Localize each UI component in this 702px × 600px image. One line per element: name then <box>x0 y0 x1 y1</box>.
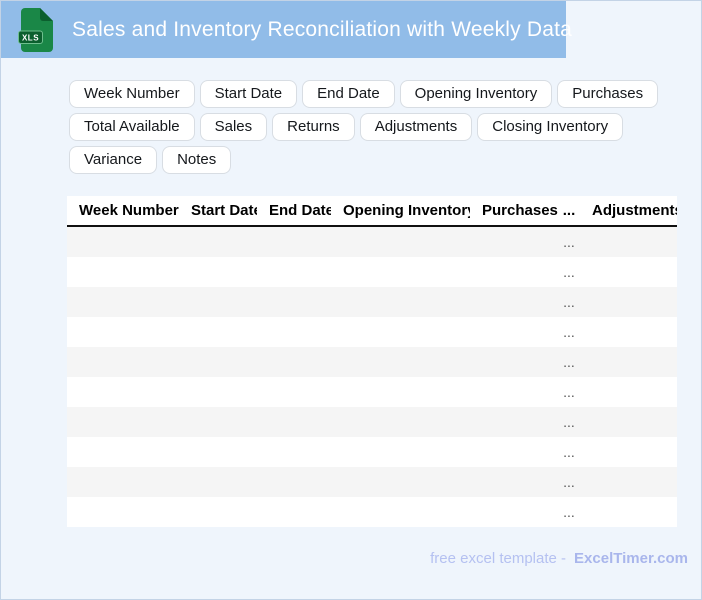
ellipsis-cell: ... <box>563 414 575 430</box>
table-header-row: Week Number Start Date End Date Opening … <box>67 196 677 226</box>
table-row: ... <box>67 377 677 407</box>
table-row: ... <box>67 317 677 347</box>
table-row: ... <box>67 226 677 257</box>
column-header-opening-inventory: Opening Inventory <box>343 202 470 219</box>
xls-badge-label: XLS <box>22 33 39 42</box>
chip-total-available: Total Available <box>69 113 195 141</box>
page-title: Sales and Inventory Reconciliation with … <box>72 17 573 41</box>
table-row: ... <box>67 467 677 497</box>
column-header-end-date: End Date <box>269 202 331 219</box>
table-row: ... <box>67 407 677 437</box>
chip-sales: Sales <box>199 113 268 141</box>
ellipsis-cell: ... <box>563 504 575 520</box>
table-row: ... <box>67 497 677 527</box>
footer-brand-link[interactable]: ExcelTimer.com <box>574 550 688 567</box>
column-header-week-number: Week Number <box>79 202 179 219</box>
ellipsis-cell: ... <box>563 294 575 310</box>
xls-file-icon: XLS <box>18 7 53 52</box>
column-header-adjustments: Adjustments <box>592 202 677 219</box>
column-chips: Week Number Start Date End Date Opening … <box>69 80 669 174</box>
column-header-purchases: Purchases <box>482 202 558 219</box>
table-row: ... <box>67 347 677 377</box>
chip-purchases: Purchases <box>557 80 659 108</box>
ellipsis-cell: ... <box>563 264 575 280</box>
footer-text: free excel template - <box>430 550 567 567</box>
footer: free excel template - ExcelTimer.com <box>430 550 688 567</box>
ellipsis-cell: ... <box>563 234 575 250</box>
ellipsis-cell: ... <box>563 474 575 490</box>
ellipsis-cell: ... <box>563 444 575 460</box>
chip-closing-inventory: Closing Inventory <box>477 113 624 141</box>
ellipsis-cell: ... <box>563 354 575 370</box>
chip-opening-inventory: Opening Inventory <box>399 80 553 108</box>
ellipsis-cell: ... <box>563 384 575 400</box>
table-row: ... <box>67 287 677 317</box>
column-header-start-date: Start Date <box>191 202 257 219</box>
chip-returns: Returns <box>272 113 355 141</box>
chip-adjustments: Adjustments <box>359 113 473 141</box>
chip-start-date: Start Date <box>199 80 298 108</box>
chip-end-date: End Date <box>302 80 395 108</box>
table-row: ... <box>67 437 677 467</box>
table-row: ... <box>67 257 677 287</box>
chip-variance: Variance <box>69 146 158 174</box>
column-header-ellipsis: ... <box>562 202 576 219</box>
chip-week-number: Week Number <box>69 80 195 108</box>
chip-notes: Notes <box>162 146 232 174</box>
header-bar: XLS Sales and Inventory Reconciliation w… <box>1 1 572 58</box>
preview-table: Week Number Start Date End Date Opening … <box>67 196 677 527</box>
ellipsis-cell: ... <box>563 324 575 340</box>
